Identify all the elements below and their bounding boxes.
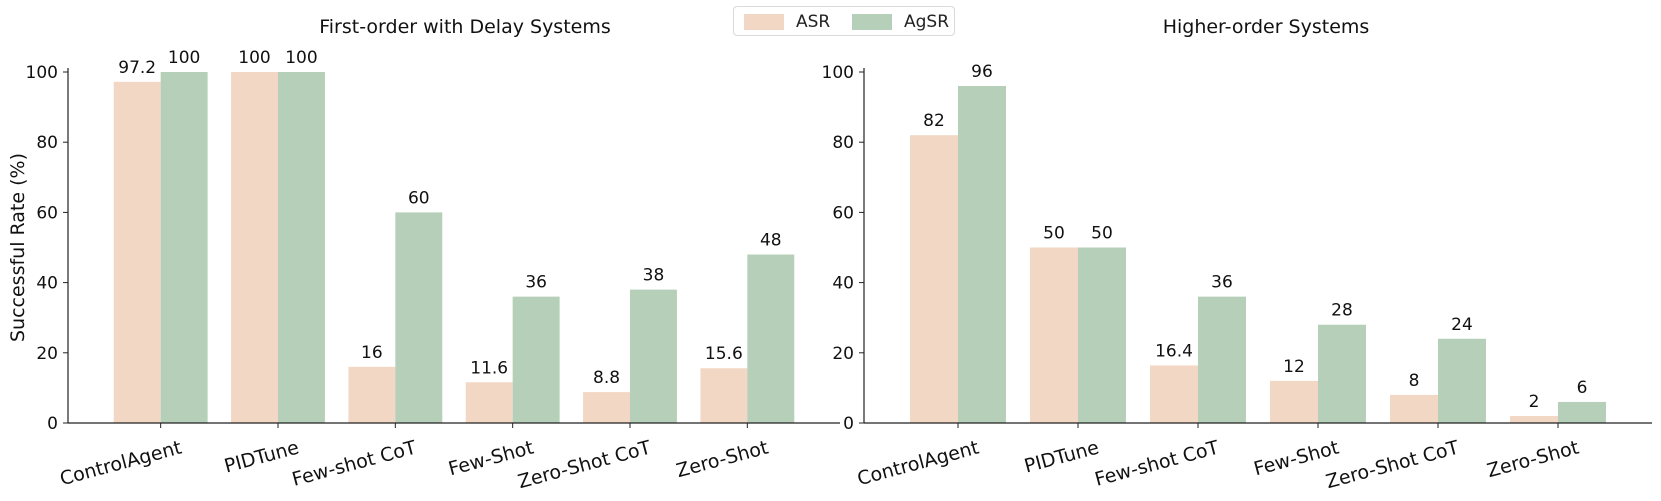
x-tick-label-zero-shot: Zero-Shot [674, 437, 771, 483]
bar-asr-pidtune [1030, 247, 1078, 423]
x-tick-label-zero-shot-cot: Zero-Shot CoT [516, 436, 654, 493]
bar-asr-zero-shot [700, 368, 748, 423]
data-label-agsr-zero-shot: 6 [1577, 378, 1588, 398]
data-label-asr-zero-shot-cot: 8 [1409, 371, 1420, 391]
bar-asr-few-shot [1270, 380, 1318, 423]
data-label-agsr-pidtune: 50 [1091, 224, 1113, 244]
y-tick-label-80: 80 [36, 133, 58, 153]
bar-asr-few-shot [465, 382, 513, 423]
legend-item-asr: ASR [744, 12, 830, 32]
data-label-agsr-zero-shot-cot: 24 [1451, 315, 1473, 335]
bar-asr-pidtune [231, 72, 278, 423]
bar-asr-zero-shot-cot [583, 392, 630, 423]
legend-label-asr: ASR [796, 12, 831, 32]
legend-swatch-agsr [852, 14, 892, 30]
y-tick-label-40: 40 [36, 274, 58, 294]
data-label-asr-zero-shot: 2 [1529, 392, 1540, 412]
y-tick-label-20: 20 [36, 344, 58, 364]
y-tick-label-0: 0 [47, 414, 58, 434]
data-label-asr-zero-shot-cot: 8.8 [593, 368, 620, 388]
bar-agsr-pidtune [1078, 247, 1126, 423]
x-tick-label-controlagent: ControlAgent [58, 437, 184, 491]
bar-agsr-zero-shot [747, 254, 795, 423]
bar-asr-controlagent [113, 81, 161, 423]
data-label-asr-few-shot-cot: 16.4 [1155, 341, 1193, 361]
x-tick-label-controlagent: ControlAgent [855, 437, 981, 491]
data-label-asr-pidtune: 50 [1043, 224, 1065, 244]
y-tick-label-20: 20 [832, 344, 854, 364]
bar-agsr-zero-shot [1558, 401, 1606, 423]
data-label-asr-few-shot: 11.6 [470, 358, 508, 378]
data-label-agsr-pidtune: 100 [285, 48, 317, 68]
data-label-asr-controlagent: 82 [923, 111, 945, 131]
chart-title: First-order with Delay Systems [319, 16, 611, 38]
y-tick-label-100: 100 [822, 63, 854, 83]
chart-panel-1: First-order with Delay Systems Successful… [7, 16, 840, 493]
bar-agsr-few-shot-cot [395, 212, 443, 423]
data-label-agsr-few-shot-cot: 60 [408, 188, 430, 208]
y-tick-label-100: 100 [26, 63, 58, 83]
bar-agsr-pidtune [278, 72, 325, 423]
y-tick-label-80: 80 [832, 133, 854, 153]
legend: ASR AgSR [733, 6, 955, 36]
data-label-asr-controlagent: 97.2 [118, 58, 156, 78]
legend-label-agsr: AgSR [904, 12, 950, 32]
y-axis-label: Successful Rate (%) [7, 153, 29, 342]
bar-asr-zero-shot [1510, 415, 1558, 423]
data-label-agsr-few-shot: 36 [525, 273, 547, 293]
bar-agsr-few-shot [512, 296, 560, 423]
legend-item-agsr: AgSR [852, 12, 949, 32]
bar-agsr-few-shot-cot [1198, 296, 1246, 423]
y-tick-label-60: 60 [832, 203, 854, 223]
legend-swatch-asr [744, 14, 784, 30]
bar-agsr-controlagent [160, 72, 208, 423]
data-label-asr-pidtune: 100 [238, 48, 270, 68]
chart-title: Higher-order Systems [1163, 16, 1370, 38]
y-tick-label-40: 40 [832, 274, 854, 294]
bar-agsr-zero-shot-cot [630, 289, 677, 423]
x-tick-label-zero-shot: Zero-Shot [1485, 437, 1582, 483]
y-tick-label-60: 60 [36, 203, 58, 223]
data-label-asr-zero-shot: 15.6 [705, 344, 743, 364]
bar-asr-few-shot-cot [1150, 365, 1198, 423]
bar-asr-zero-shot-cot [1390, 394, 1438, 423]
bar-asr-controlagent [910, 135, 958, 423]
x-tick-label-pidtune: PIDTune [1022, 437, 1101, 478]
x-tick-label-few-shot-cot: Few-shot CoT [290, 436, 419, 490]
data-label-agsr-few-shot-cot: 36 [1211, 273, 1233, 293]
data-label-agsr-controlagent: 100 [168, 48, 200, 68]
bar-agsr-controlagent [958, 86, 1006, 423]
bar-agsr-zero-shot-cot [1438, 338, 1486, 423]
y-tick-label-0: 0 [843, 414, 854, 434]
data-label-asr-few-shot: 12 [1283, 357, 1305, 377]
x-tick-label-few-shot-cot: Few-shot CoT [1092, 436, 1221, 490]
data-label-asr-few-shot-cot: 16 [361, 343, 383, 363]
x-tick-label-zero-shot-cot: Zero-Shot CoT [1324, 436, 1462, 493]
data-label-agsr-zero-shot: 48 [760, 231, 782, 251]
bar-agsr-few-shot [1318, 324, 1366, 423]
data-label-agsr-controlagent: 96 [971, 62, 993, 82]
data-label-agsr-few-shot: 28 [1331, 301, 1353, 321]
data-label-agsr-zero-shot-cot: 38 [643, 266, 665, 286]
bar-asr-few-shot-cot [348, 366, 396, 423]
